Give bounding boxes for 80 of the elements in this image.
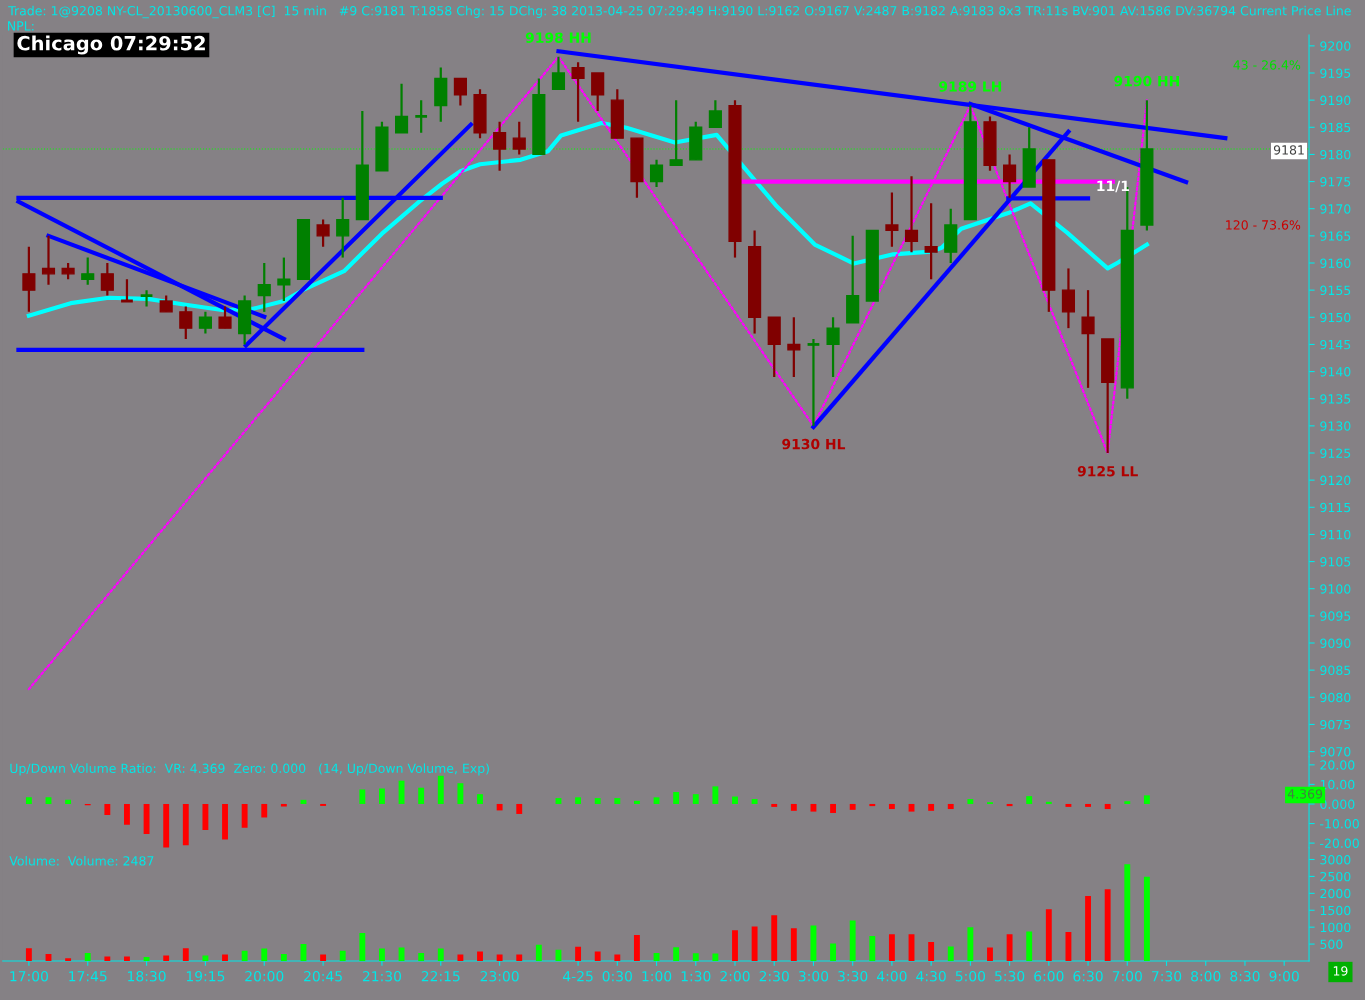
annotation: 120 - 73.6% [1226, 220, 1301, 230]
x-tick-label: 0:30 [602, 970, 632, 982]
x-tick-label: 17:45 [69, 971, 107, 982]
x-tick-label: 7:30 [1152, 970, 1182, 982]
y-tick-label: 9125 [1320, 448, 1351, 458]
x-tick-label: 19:15 [186, 970, 225, 982]
y-tick-label: 1000 [1320, 922, 1351, 933]
y-tick-label: 9145 [1320, 339, 1351, 350]
x-tick-label: 1:00 [642, 970, 672, 982]
annotation: 9189 LH [939, 81, 1002, 92]
x-tick-label: 22:15 [421, 970, 460, 982]
y-tick-label: -20.00 [1320, 838, 1359, 849]
x-tick-label: 9:00 [1269, 970, 1299, 982]
y-tick-label: 9170 [1320, 204, 1351, 214]
x-tick-label: 20:00 [245, 970, 284, 982]
y-tick-label: 9080 [1320, 692, 1351, 703]
annotation: 9181 [1273, 145, 1304, 155]
x-tick-label: 23:00 [480, 970, 519, 982]
x-tick-label: 3:30 [838, 970, 868, 982]
y-tick-label: 9135 [1320, 394, 1351, 404]
x-tick-label: 8:30 [1230, 970, 1260, 982]
y-tick-label: 9160 [1320, 258, 1351, 268]
x-tick-label: 4:00 [876, 970, 907, 982]
x-tick-label: 1:30 [681, 970, 711, 982]
y-tick-label: 9115 [1320, 502, 1351, 513]
x-tick-label: 6:00 [1034, 970, 1064, 982]
y-tick-label: 9190 [1320, 95, 1351, 106]
y-tick-label: 500 [1320, 939, 1343, 950]
y-tick-label: 9120 [1320, 475, 1351, 486]
y-tick-label: 9150 [1320, 312, 1351, 323]
x-tick-label: 6:30 [1073, 970, 1103, 982]
y-tick-label: 9105 [1320, 557, 1351, 567]
text: 19 [1333, 966, 1348, 976]
annotation: 4.369 [1287, 789, 1323, 799]
x-tick-label: 4-25 [563, 970, 593, 982]
x-tick-label: 5:30 [995, 970, 1025, 982]
x-tick-label: 3:00 [798, 970, 829, 982]
x-tick-label: 17:00 [10, 970, 48, 982]
y-tick-label: -10.00 [1320, 819, 1359, 829]
x-tick-label: 5:00 [955, 970, 986, 982]
y-tick-label: 9075 [1320, 719, 1351, 730]
annotation: 9125 LL [1077, 465, 1138, 477]
y-tick-label: 9200 [1320, 41, 1351, 51]
y-tick-label: 20.00 [1320, 760, 1355, 770]
annotation: Chicago 07:29:52 [17, 35, 205, 55]
y-tick-label: 9095 [1320, 611, 1351, 621]
annotation: 11/1 [1097, 180, 1129, 193]
annotation: 43 - 26.4% [1233, 60, 1301, 70]
y-tick-label: 2000 [1320, 888, 1351, 899]
x-tick-label: 8:00 [1191, 970, 1221, 982]
y-tick-label: 9085 [1320, 665, 1351, 676]
x-tick-label: 2:00 [720, 970, 750, 982]
x-tick-label: 18:30 [128, 970, 166, 982]
annotation: 9198 HH [525, 32, 591, 43]
x-tick-label: 21:30 [362, 970, 402, 982]
x-tick-label: 20:45 [304, 970, 342, 982]
y-tick-label: 2500 [1320, 871, 1351, 882]
chart-title: Up/Down Volume Ratio: VR: 4.369 Zero: 0.000 (14, Up/Down Volume, Exp) [10, 763, 489, 776]
y-tick-label: 9175 [1320, 177, 1351, 187]
chart-title: Trade: 1@9208 NY-CL_20130600_CLM3 [C] 15 min #9 C:9181 T:1858 Chg: 15 DChg: 38 2013-04-25 07:29:49 H:9190 L:9162 O:9167 V:2487 B:9182 A:9183 8x3 TR:11s BV:901 AV:1586 DV:36794 Current Price Line [8, 5, 1351, 19]
y-tick-label: 9140 [1320, 367, 1351, 377]
x-tick-label: 7:00 [1112, 970, 1142, 982]
text: Volume: Volume: 2487 [9, 855, 154, 866]
y-tick-label: 9155 [1320, 285, 1351, 296]
x-tick-label: 4:30 [916, 970, 946, 982]
y-tick-label: 9100 [1320, 584, 1351, 594]
y-tick-label: 9180 [1320, 149, 1351, 160]
y-tick-label: 9070 [1320, 747, 1351, 757]
x-tick-label: 2:30 [759, 970, 789, 982]
y-tick-label: 1500 [1320, 905, 1351, 916]
annotation: 9130 HL [782, 438, 846, 450]
y-tick-label: 9090 [1320, 638, 1351, 648]
y-tick-label: 9195 [1320, 68, 1351, 78]
y-tick-label: 9130 [1320, 421, 1351, 431]
y-tick-label: 3000 [1320, 854, 1351, 865]
y-tick-label: 9110 [1320, 529, 1351, 540]
y-tick-label: 9185 [1320, 122, 1351, 133]
y-tick-label: 9165 [1320, 231, 1351, 241]
chart-subtitle: NPL: [8, 21, 34, 31]
annotation: 9190 HH [1114, 75, 1179, 87]
